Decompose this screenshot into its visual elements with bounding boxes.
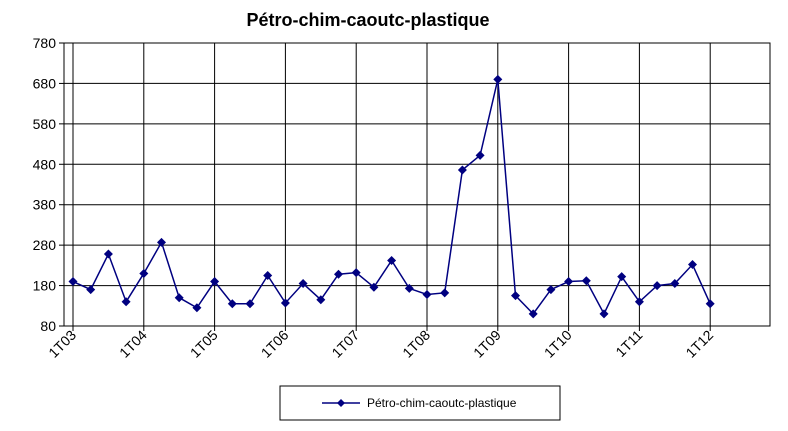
data-point [157, 237, 166, 247]
data-point [263, 270, 273, 280]
data-point [210, 277, 220, 287]
data-point [404, 283, 414, 293]
x-tick-label: 1T06 [258, 327, 292, 361]
data-point [457, 165, 467, 175]
data-point [86, 285, 96, 295]
data-point [351, 268, 361, 278]
data-point [705, 299, 715, 309]
data-point [387, 256, 397, 266]
y-tick-label: 280 [33, 237, 57, 253]
data-point [440, 288, 450, 298]
data-point [174, 293, 184, 303]
legend-marker-swatch [337, 399, 345, 407]
data-point [652, 281, 662, 291]
legend: Pétro-chim-caoutc-plastique [279, 385, 561, 421]
data-point [546, 285, 556, 295]
data-point [280, 298, 290, 308]
y-tick-label: 380 [33, 197, 57, 213]
y-tick-label: 180 [33, 278, 57, 294]
data-point [139, 268, 149, 278]
x-tick-label: 1T09 [470, 327, 504, 361]
data-point [227, 299, 237, 309]
data-point [334, 269, 343, 279]
x-axis: 1T03 1T04 1T05 1T06 1T07 1T08 1T09 1T10 1T11 1T12 [45, 326, 716, 361]
data-point [581, 276, 591, 286]
data-point [634, 297, 644, 307]
data-point [192, 303, 202, 313]
data-point [68, 277, 78, 287]
y-tick-label: 480 [33, 156, 57, 172]
x-tick-label: 1T10 [541, 327, 575, 361]
data-point [298, 279, 308, 289]
series-line [72, 79, 711, 316]
series-layer [68, 74, 715, 319]
y-tick-label: 680 [33, 75, 57, 91]
data-point [564, 277, 574, 287]
x-tick-label: 1T05 [187, 327, 221, 361]
plot-area-frame [63, 42, 771, 327]
data-point [422, 289, 432, 299]
data-point [369, 282, 379, 292]
data-point [121, 297, 131, 307]
y-tick-label: 580 [33, 116, 57, 132]
y-tick-label: 780 [33, 35, 57, 51]
data-point [511, 291, 520, 301]
data-point [103, 249, 113, 259]
data-point [493, 74, 503, 84]
data-point [617, 272, 627, 282]
data-point [599, 309, 609, 319]
data-point [670, 279, 680, 289]
y-tick-label: 80 [40, 318, 56, 334]
data-point [528, 309, 538, 319]
data-point [245, 299, 255, 309]
data-point [475, 150, 485, 160]
legend-box [279, 385, 561, 421]
y-axis: 80 180 280 380 480 580 680 780 [33, 35, 64, 334]
x-tick-label: 1T08 [399, 327, 433, 361]
grid [64, 43, 770, 326]
x-tick-label: 1T04 [116, 327, 150, 361]
data-point [316, 295, 326, 305]
x-tick-label: 1T12 [682, 327, 716, 361]
x-tick-label: 1T07 [328, 327, 362, 361]
chart-title: Pétro-chim-caoutc-plastique [246, 10, 489, 30]
data-point [688, 260, 697, 270]
x-tick-label: 1T11 [612, 327, 645, 360]
legend-entry-label: Pétro-chim-caoutc-plastique [367, 396, 517, 410]
